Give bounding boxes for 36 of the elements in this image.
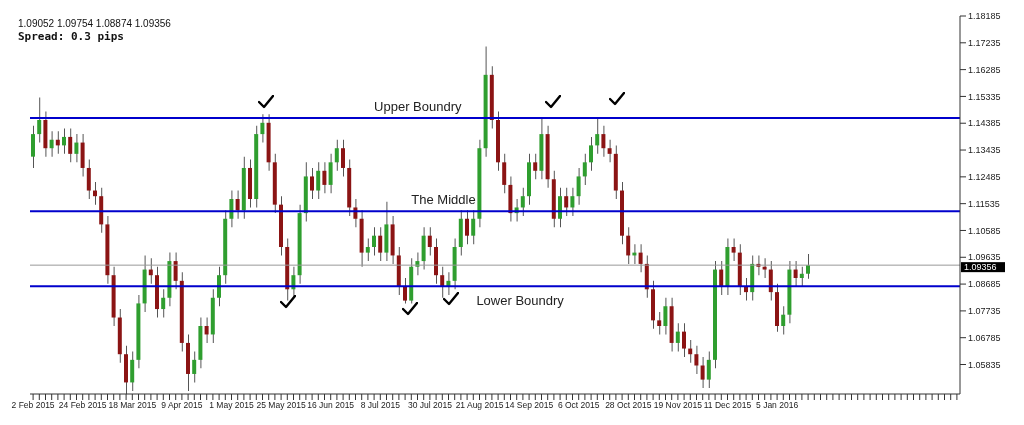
x-tick-label: 30 Jul 2015 [407, 400, 453, 411]
x-tick-label: 28 Oct 2015 [605, 400, 652, 411]
y-tick-label: 1.07735 [968, 306, 1001, 317]
ref-line-label: Lower Boundry [476, 293, 565, 309]
annotation: 1.09052 1.09754 1.08874 1.09356 [18, 18, 171, 29]
y-tick-label: 1.09635 [968, 252, 1001, 263]
y-tick-label: 1.17235 [968, 38, 1001, 48]
y-tick-label: 1.15335 [968, 91, 1001, 102]
x-tick-label: 19 Nov 2015 [653, 400, 703, 411]
x-tick-label: 2 Feb 2015 [11, 400, 55, 411]
x-tick-label: 16 Jun 2015 [307, 400, 355, 411]
annotation: Spread: 0.3 pips [18, 30, 124, 43]
y-tick-label: 1.13435 [968, 145, 1001, 156]
y-tick-label: 1.11535 [968, 198, 1000, 209]
x-tick-label: 9 Apr 2015 [161, 400, 203, 411]
ref-line-label: Upper Boundry [374, 99, 463, 115]
y-tick-label: 1.10585 [968, 225, 1001, 236]
y-tick-label: 1.18185 [968, 11, 1001, 22]
x-tick-label: 6 Oct 2015 [557, 400, 600, 411]
ref-line-label: The Middle [411, 192, 476, 208]
x-tick-label: 11 Dec 2015 [703, 400, 752, 411]
x-tick-label: 14 Sep 2015 [504, 400, 554, 411]
y-tick-label: 1.16285 [968, 64, 1001, 75]
y-tick-label: 1.08685 [968, 279, 1001, 290]
y-tick-label: 1.14385 [968, 118, 1001, 129]
x-tick-label: 5 Jan 2016 [756, 400, 799, 411]
ref-line-label: 1.09356 [964, 262, 997, 273]
x-tick-label: 25 May 2015 [256, 400, 306, 411]
y-tick-label: 1.05835 [968, 359, 1001, 370]
x-tick-label: 21 Aug 2015 [455, 400, 504, 411]
x-tick-label: 24 Feb 2015 [58, 400, 107, 411]
y-tick-label: 1.06785 [968, 332, 1001, 343]
x-tick-label: 18 Mar 2015 [108, 400, 157, 411]
x-tick-label: 8 Jul 2015 [360, 400, 401, 411]
y-tick-label: 1.12485 [968, 172, 1001, 183]
x-tick-label: 1 May 2015 [209, 400, 254, 411]
